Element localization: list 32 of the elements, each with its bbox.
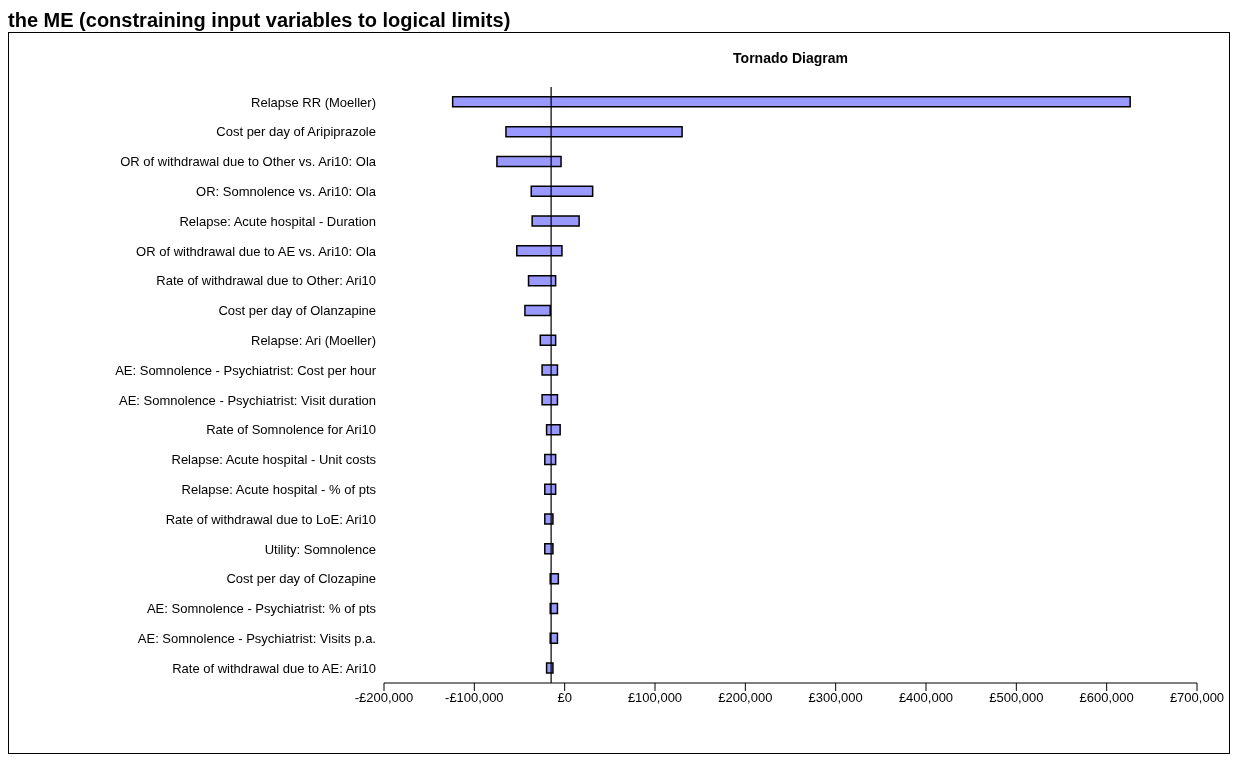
y-tick-label: OR of withdrawal due to AE vs. Ari10: Ola <box>136 243 377 259</box>
y-tick-label: AE: Somnolence - Psychiatrist: Cost per hour <box>115 362 377 378</box>
y-tick-label: Relapse: Acute hospital - % of pts <box>181 481 377 497</box>
chart-title: Tornado Diagram <box>733 50 848 66</box>
y-tick-label: Cost per day of Aripiprazole <box>216 124 376 140</box>
x-tick-label: £400,000 <box>898 690 954 706</box>
x-tick-label: -£100,000 <box>445 690 504 706</box>
y-tick-label: OR of withdrawal due to Other vs. Ari10: Ola <box>120 154 377 170</box>
x-tick-label: -£200,000 <box>354 690 414 706</box>
x-tick-label: £600,000 <box>1079 690 1134 706</box>
y-tick-label: Cost per day of Clozapine <box>226 571 376 587</box>
y-tick-label: Rate of withdrawal due to AE: Ari10 <box>172 660 376 676</box>
y-tick-label: Relapse: Ari (Moeller) <box>251 332 376 348</box>
y-tick-label: Cost per day of Olanzapine <box>218 303 376 319</box>
y-tick-label: AE: Somnolence - Psychiatrist: Visits p.a. <box>137 630 376 646</box>
y-tick-label: AE: Somnolence - Psychiatrist: Visit duration <box>119 392 376 408</box>
y-tick-label: Rate of Somnolence for Ari10 <box>206 422 376 438</box>
x-tick-label: £700,000 <box>1169 690 1225 706</box>
x-tick-label: £0 <box>557 690 572 706</box>
text: the ME (constraining input variables to logical limits) <box>8 8 512 32</box>
y-tick-label: Relapse: Acute hospital - Unit costs <box>171 452 377 468</box>
y-tick-label: Relapse RR (Moeller) <box>251 94 376 110</box>
x-tick-label: £100,000 <box>627 690 683 706</box>
y-tick-label: Rate of withdrawal due to Other: Ari10 <box>156 273 376 289</box>
y-tick-label: Rate of withdrawal due to LoE: Ari10 <box>165 511 376 527</box>
y-tick-label: Utility: Somnolence <box>264 541 376 557</box>
x-tick-label: £200,000 <box>718 690 773 706</box>
x-tick-label: £500,000 <box>989 690 1044 706</box>
y-tick-label: OR: Somnolence vs. Ari10: Ola <box>196 183 377 199</box>
y-tick-label: Relapse: Acute hospital - Duration <box>179 213 376 229</box>
x-tick-label: £300,000 <box>808 690 863 706</box>
y-tick-label: AE: Somnolence - Psychiatrist: % of pts <box>146 601 377 617</box>
